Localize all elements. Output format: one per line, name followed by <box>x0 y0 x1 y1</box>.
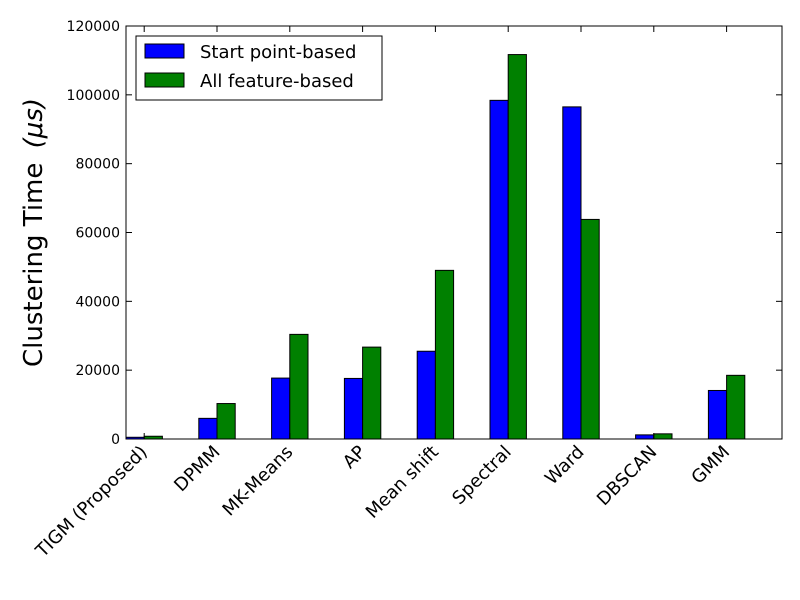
y-tick-label: 20000 <box>75 363 120 379</box>
bar-start-point-8 <box>707 389 728 440</box>
legend-label: All feature-based <box>200 71 354 92</box>
bar-all-feature-8 <box>726 374 746 440</box>
bar-all-feature-3 <box>362 346 382 440</box>
bar-start-point-3 <box>343 377 364 440</box>
bar-all-feature-4 <box>434 269 455 440</box>
bar-all-feature-5 <box>507 54 527 440</box>
y-tick-label: 40000 <box>75 294 120 310</box>
y-tick-label: 120000 <box>67 19 120 35</box>
y-axis: 0 20000 40000 60000 80000 100000 120000 <box>67 19 782 448</box>
bar-all-feature-7 <box>653 433 673 440</box>
bar-start-point-7 <box>635 434 655 440</box>
bar-start-point-4 <box>416 350 436 440</box>
bar-start-point-1 <box>198 417 218 440</box>
legend: Start point-based All feature-based <box>135 35 383 101</box>
legend-swatch <box>144 72 185 88</box>
legend-label: Start point-based <box>200 42 356 63</box>
bar-start-point-6 <box>562 106 582 440</box>
bar-all-feature-1 <box>216 403 236 440</box>
y-tick-label: 80000 <box>75 157 120 173</box>
y-tick-label: 100000 <box>67 88 120 104</box>
bar-all-feature-2 <box>289 333 309 440</box>
legend-swatch <box>144 43 185 59</box>
bar-all-feature-6 <box>580 218 600 440</box>
y-axis-label: Clustering Time (μs) <box>19 98 49 367</box>
y-tick-label: 0 <box>111 432 120 448</box>
bars-group <box>125 54 746 440</box>
bar-start-point-2 <box>271 377 291 440</box>
bar-start-point-5 <box>489 99 509 440</box>
y-tick-label: 60000 <box>75 226 120 242</box>
